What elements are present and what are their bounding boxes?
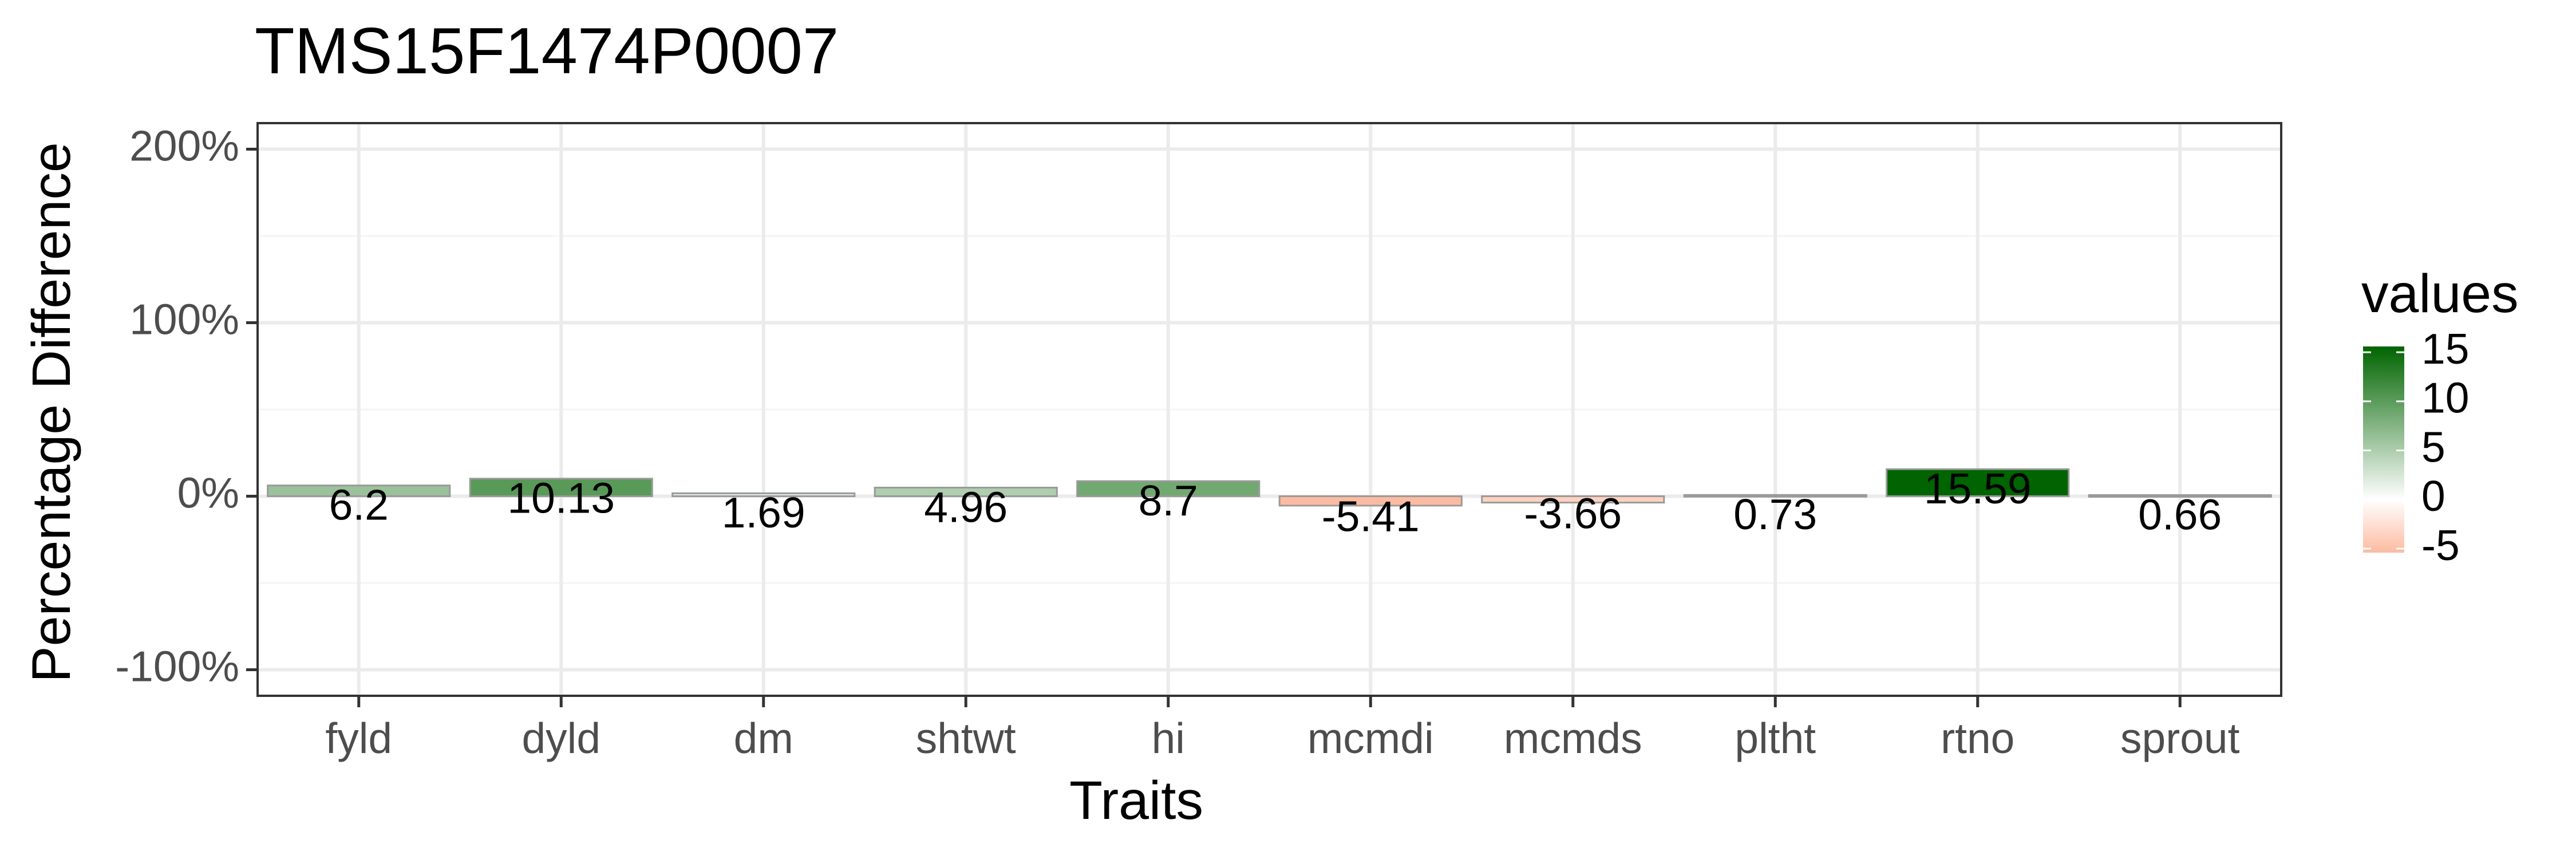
data-label-rtno: 15.59 bbox=[1924, 464, 2032, 513]
y-axis-title: Percentage Difference bbox=[21, 142, 82, 683]
legend-label: 15 bbox=[2421, 325, 2469, 373]
bar-mcmds bbox=[1481, 495, 1665, 504]
x-tick-label-rtno: rtno bbox=[1941, 714, 2014, 762]
bar-hi bbox=[1076, 480, 1261, 498]
y-tick-label: 0% bbox=[177, 468, 239, 517]
x-tick-label-dm: dm bbox=[734, 714, 793, 762]
data-label-fyld: 6.2 bbox=[329, 481, 389, 529]
legend-colorbar bbox=[2363, 346, 2404, 553]
bar-mcmdi bbox=[1278, 495, 1463, 507]
x-tick-label-shtwt: shtwt bbox=[916, 714, 1016, 762]
y-tick-label: 100% bbox=[129, 295, 239, 343]
x-tick-label-hi: hi bbox=[1152, 714, 1185, 762]
x-axis-title: Traits bbox=[1069, 770, 1203, 831]
x-tick-label-dyld: dyld bbox=[521, 714, 600, 762]
legend-label: 5 bbox=[2421, 423, 2445, 471]
data-label-shtwt: 4.96 bbox=[924, 483, 1008, 531]
data-label-dm: 1.69 bbox=[722, 488, 805, 537]
data-label-mcmds: -3.66 bbox=[1524, 489, 1622, 537]
bar-fyld bbox=[267, 484, 451, 498]
bar-rtno bbox=[1886, 468, 2070, 498]
plot-area: 6.2 10.13 1.69 4.96 8.7 -5.41 -3.66 0.73 15.59 0.… bbox=[115, 121, 2282, 762]
y-tick-label: 200% bbox=[129, 121, 239, 170]
data-label-mcmdi: -5.41 bbox=[1322, 492, 1420, 541]
legend-label: 10 bbox=[2421, 374, 2469, 422]
bar-sprout bbox=[2088, 494, 2272, 498]
data-label-sprout: 0.66 bbox=[2138, 490, 2222, 538]
x-tick-label-fyld: fyld bbox=[325, 714, 392, 762]
y-tick-label: -100% bbox=[115, 642, 239, 690]
data-label-pltht: 0.73 bbox=[1733, 490, 1817, 538]
x-tick-label-mcmdi: mcmdi bbox=[1307, 714, 1434, 762]
bar-dm bbox=[671, 492, 856, 498]
x-tick-label-mcmds: mcmds bbox=[1504, 714, 1642, 762]
data-label-hi: 8.7 bbox=[1139, 476, 1198, 525]
panel-border bbox=[256, 122, 2282, 697]
chart-title: TMS15F1474P0007 bbox=[255, 15, 839, 88]
bar-pltht bbox=[1683, 494, 1867, 498]
legend-label: -5 bbox=[2421, 521, 2460, 569]
legend-label: 0 bbox=[2421, 472, 2445, 520]
x-tick-label-sprout: sprout bbox=[2120, 714, 2240, 762]
x-tick-label-pltht: pltht bbox=[1735, 714, 1816, 762]
bar-shtwt bbox=[874, 486, 1058, 498]
bar-dyld bbox=[469, 478, 653, 498]
legend-title: values bbox=[2361, 263, 2519, 324]
data-label-dyld: 10.13 bbox=[507, 474, 615, 522]
